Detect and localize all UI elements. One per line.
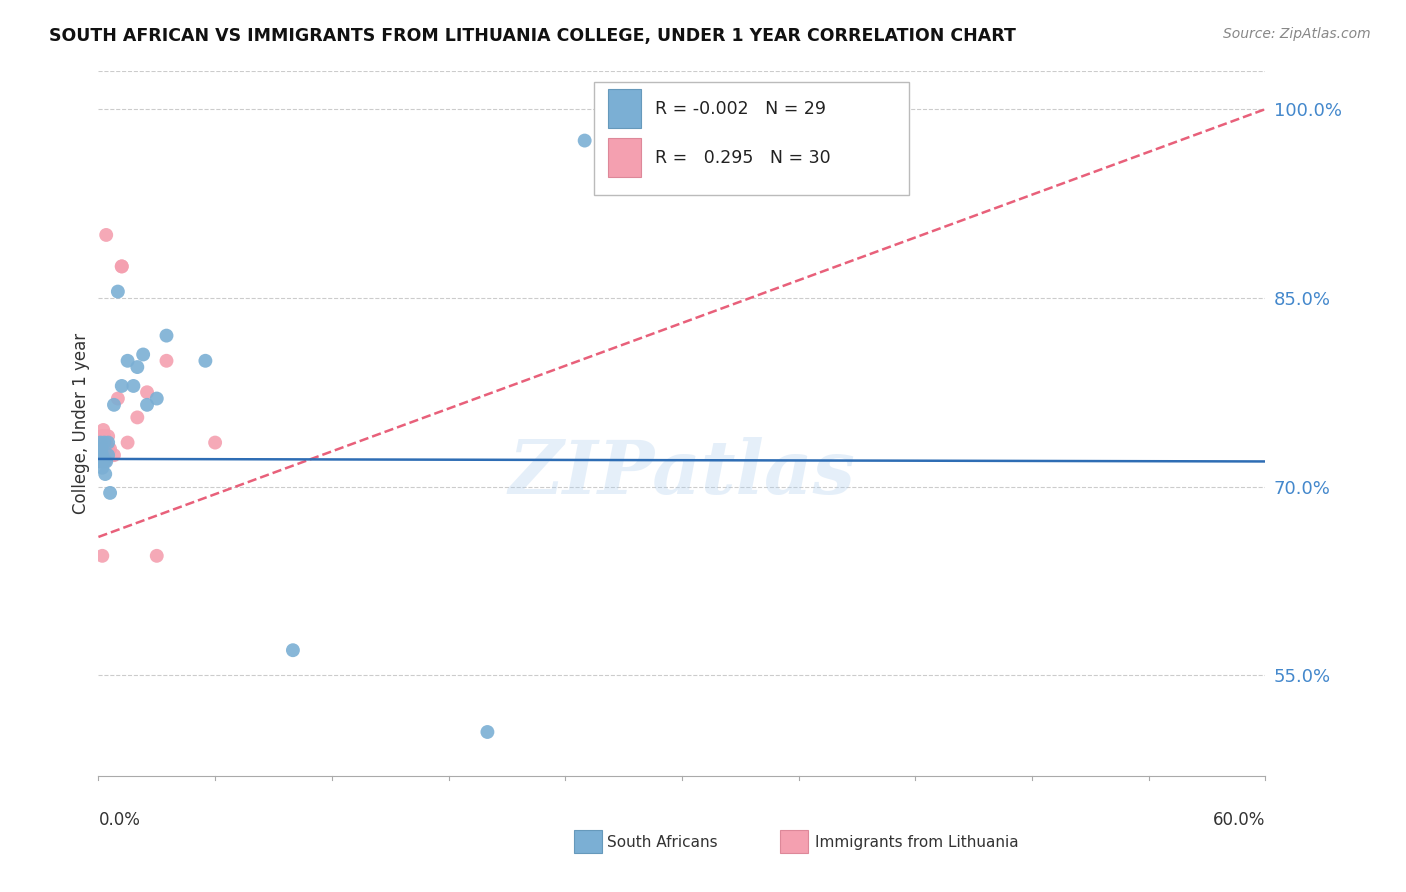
Text: R = -0.002   N = 29: R = -0.002 N = 29 [655, 100, 827, 118]
Point [93, 454, 115, 468]
Point [103, 448, 125, 462]
Point [97, 442, 120, 456]
Point [94, 467, 117, 481]
Point [111, 260, 134, 274]
Point [122, 379, 145, 393]
Point [91, 448, 114, 462]
Point [155, 353, 177, 368]
Point [155, 328, 177, 343]
Point [107, 285, 129, 299]
Point [127, 410, 149, 425]
Point [90, 429, 112, 443]
Point [89, 435, 111, 450]
Point [136, 398, 159, 412]
Point [89, 435, 111, 450]
Point [90, 442, 112, 456]
Point [103, 398, 125, 412]
Text: SOUTH AFRICAN VS IMMIGRANTS FROM LITHUANIA COLLEGE, UNDER 1 YEAR CORRELATION CHA: SOUTH AFRICAN VS IMMIGRANTS FROM LITHUAN… [49, 27, 1017, 45]
Point [89, 448, 111, 462]
Point [91, 549, 114, 563]
Point [204, 435, 226, 450]
Text: 0.0%: 0.0% [98, 811, 141, 829]
Point [98, 486, 121, 500]
Point [91, 460, 114, 475]
Bar [574, 830, 602, 853]
Point [194, 353, 217, 368]
Point [127, 360, 149, 375]
Point [117, 353, 139, 368]
Point [90, 454, 112, 468]
Point [146, 392, 169, 406]
FancyBboxPatch shape [595, 82, 910, 194]
Point [91, 423, 114, 437]
Point [111, 379, 134, 393]
Text: ZIPatlas: ZIPatlas [509, 437, 855, 509]
Point [477, 725, 499, 739]
Point [96, 435, 118, 450]
Y-axis label: College, Under 1 year: College, Under 1 year [72, 333, 90, 515]
FancyBboxPatch shape [609, 89, 641, 128]
Text: Immigrants from Lithuania: Immigrants from Lithuania [815, 835, 1019, 849]
Point [91, 442, 114, 456]
Point [97, 448, 120, 462]
Point [98, 442, 121, 456]
Text: 60.0%: 60.0% [1213, 811, 1265, 829]
Text: South Africans: South Africans [607, 835, 718, 849]
Point [94, 454, 117, 468]
Point [132, 347, 155, 361]
Point [93, 448, 115, 462]
Text: R =   0.295   N = 30: R = 0.295 N = 30 [655, 149, 831, 167]
Point [89, 442, 111, 456]
Point [89, 448, 111, 462]
Point [117, 435, 139, 450]
Point [89, 435, 111, 450]
Point [91, 454, 114, 468]
Point [89, 454, 111, 468]
Point [107, 392, 129, 406]
Point [146, 549, 169, 563]
Point [96, 227, 118, 242]
Point [93, 435, 115, 450]
Point [136, 385, 159, 400]
Point [97, 435, 120, 450]
Point [281, 643, 304, 657]
Point [96, 454, 118, 468]
Text: Source: ZipAtlas.com: Source: ZipAtlas.com [1223, 27, 1371, 41]
Point [90, 442, 112, 456]
Point [97, 429, 120, 443]
Point [91, 435, 114, 450]
Point [93, 429, 115, 443]
FancyBboxPatch shape [609, 138, 641, 177]
Point [93, 442, 115, 456]
Point [111, 260, 134, 274]
Point [89, 454, 111, 468]
Point [574, 134, 596, 148]
Bar [780, 830, 808, 853]
